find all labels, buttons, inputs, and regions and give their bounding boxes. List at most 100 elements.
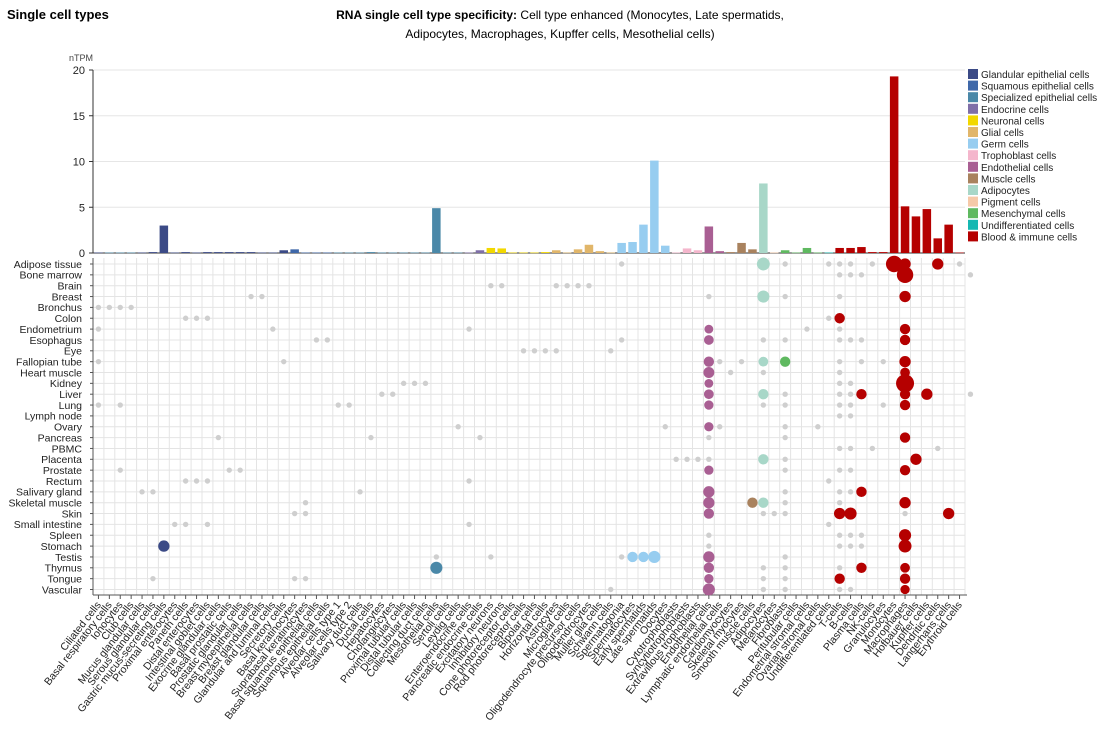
expression-dot[interactable] bbox=[324, 337, 331, 343]
expression-dot[interactable] bbox=[673, 456, 679, 462]
bar[interactable] bbox=[333, 252, 343, 254]
expression-dot[interactable] bbox=[662, 424, 668, 430]
expression-dot[interactable] bbox=[368, 434, 374, 441]
expression-dot[interactable] bbox=[270, 326, 276, 332]
bar[interactable] bbox=[344, 252, 354, 254]
expression-dot[interactable] bbox=[935, 445, 941, 452]
bar[interactable] bbox=[312, 252, 321, 254]
expression-dot[interactable] bbox=[858, 272, 865, 278]
expression-dot[interactable] bbox=[899, 258, 911, 270]
expression-dot[interactable] bbox=[826, 315, 832, 321]
bar[interactable] bbox=[759, 183, 768, 253]
bar[interactable] bbox=[464, 252, 474, 254]
tissue-label[interactable]: Lung bbox=[59, 400, 83, 412]
expression-dot[interactable] bbox=[782, 500, 788, 506]
bar[interactable] bbox=[551, 250, 561, 253]
expression-dot[interactable] bbox=[618, 554, 625, 560]
bar[interactable] bbox=[802, 247, 812, 253]
tissue-label[interactable]: Pancreas bbox=[38, 432, 82, 444]
bar[interactable] bbox=[421, 252, 430, 254]
legend-swatch[interactable] bbox=[968, 219, 978, 230]
expression-dot[interactable] bbox=[128, 304, 134, 311]
expression-dot[interactable] bbox=[466, 326, 472, 332]
tissue-label[interactable]: Salivary gland bbox=[16, 487, 82, 499]
expression-dot[interactable] bbox=[95, 402, 102, 408]
expression-dot[interactable] bbox=[826, 478, 832, 484]
expression-dot[interactable] bbox=[847, 532, 854, 538]
expression-dot[interactable] bbox=[942, 507, 955, 520]
expression-dot[interactable] bbox=[782, 510, 788, 517]
expression-dot[interactable] bbox=[531, 348, 538, 354]
expression-dot[interactable] bbox=[313, 337, 320, 343]
expression-dot[interactable] bbox=[704, 465, 714, 475]
bar[interactable] bbox=[94, 252, 103, 254]
tissue-label[interactable]: Vascular bbox=[42, 584, 83, 596]
expression-dot[interactable] bbox=[782, 402, 788, 408]
bar[interactable] bbox=[660, 245, 670, 253]
tissue-label[interactable]: Heart muscle bbox=[20, 367, 82, 379]
expression-dot[interactable] bbox=[836, 402, 843, 408]
bar[interactable] bbox=[181, 252, 190, 253]
bar[interactable] bbox=[475, 250, 485, 253]
bar[interactable] bbox=[835, 247, 844, 253]
expression-dot[interactable] bbox=[836, 326, 843, 332]
expression-dot[interactable] bbox=[782, 424, 788, 430]
expression-dot[interactable] bbox=[858, 358, 865, 365]
expression-dot[interactable] bbox=[836, 586, 843, 593]
bar[interactable] bbox=[115, 252, 125, 254]
expression-dot[interactable] bbox=[703, 508, 715, 519]
expression-dot[interactable] bbox=[779, 356, 791, 367]
expression-dot[interactable] bbox=[899, 334, 911, 346]
expression-dot[interactable] bbox=[193, 478, 200, 484]
legend-label[interactable]: Endocrine cells bbox=[981, 105, 1049, 116]
expression-dot[interactable] bbox=[346, 402, 352, 408]
bar[interactable] bbox=[878, 252, 888, 253]
expression-dot[interactable] bbox=[703, 356, 715, 367]
expression-dot[interactable] bbox=[847, 272, 854, 278]
expression-dot[interactable] bbox=[172, 521, 178, 528]
tissue-label[interactable]: Esophagus bbox=[29, 335, 82, 347]
expression-dot[interactable] bbox=[804, 326, 810, 332]
legend-label[interactable]: Glial cells bbox=[981, 128, 1024, 139]
expression-dot[interactable] bbox=[455, 424, 461, 430]
bar[interactable] bbox=[682, 248, 692, 253]
expression-dot[interactable] bbox=[836, 391, 843, 397]
expression-dot[interactable] bbox=[703, 367, 715, 378]
bar[interactable] bbox=[279, 250, 289, 253]
expression-dot[interactable] bbox=[335, 402, 341, 408]
expression-dot[interactable] bbox=[836, 369, 843, 376]
bar[interactable] bbox=[148, 252, 158, 253]
expression-dot[interactable] bbox=[847, 337, 854, 343]
expression-dot[interactable] bbox=[847, 413, 854, 419]
expression-dot[interactable] bbox=[182, 315, 189, 321]
bar[interactable] bbox=[355, 252, 365, 254]
bar[interactable] bbox=[606, 252, 616, 254]
expression-dot[interactable] bbox=[695, 456, 701, 462]
expression-dot[interactable] bbox=[281, 358, 287, 365]
expression-dot[interactable] bbox=[488, 554, 494, 560]
expression-dot[interactable] bbox=[834, 313, 845, 324]
bar[interactable] bbox=[486, 247, 496, 253]
legend-swatch[interactable] bbox=[968, 196, 978, 207]
expression-dot[interactable] bbox=[704, 422, 714, 432]
expression-dot[interactable] bbox=[702, 583, 715, 596]
expression-dot[interactable] bbox=[95, 358, 102, 365]
legend-swatch[interactable] bbox=[968, 231, 978, 242]
legend-label[interactable]: Adipocytes bbox=[981, 186, 1030, 197]
expression-dot[interactable] bbox=[782, 586, 788, 593]
expression-dot[interactable] bbox=[858, 543, 865, 549]
expression-dot[interactable] bbox=[782, 391, 788, 397]
expression-dot[interactable] bbox=[704, 378, 714, 388]
expression-dot[interactable] bbox=[542, 348, 549, 354]
expression-dot[interactable] bbox=[400, 380, 407, 387]
expression-dot[interactable] bbox=[182, 521, 189, 528]
tissue-label[interactable]: Brain bbox=[57, 281, 82, 293]
expression-dot[interactable] bbox=[204, 315, 211, 321]
bar[interactable] bbox=[573, 249, 583, 253]
legend-label[interactable]: Undifferentiated cells bbox=[981, 221, 1074, 232]
bar[interactable] bbox=[628, 242, 637, 253]
tissue-label[interactable]: Breast bbox=[52, 291, 82, 303]
bar[interactable] bbox=[530, 252, 539, 254]
expression-dot[interactable] bbox=[899, 355, 911, 368]
expression-dot[interactable] bbox=[302, 510, 309, 517]
